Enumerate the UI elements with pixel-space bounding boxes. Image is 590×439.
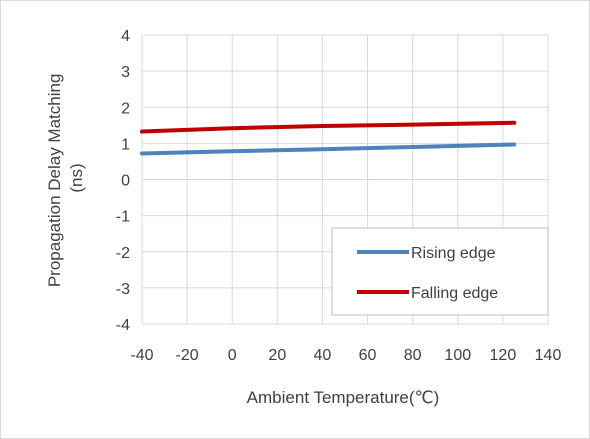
y-tick-label: 1 xyxy=(121,136,130,153)
x-tick-label: 100 xyxy=(444,347,471,364)
x-tick-label: 40 xyxy=(314,347,332,364)
y-tick-label: 3 xyxy=(121,64,130,81)
legend-label-rising-edge: Rising edge xyxy=(411,245,496,262)
x-tick-label: 20 xyxy=(268,347,286,364)
x-tick-label: -20 xyxy=(176,347,199,364)
tick-labels: -40 -20 0 20 40 60 80 100 120 140 4 3 2 1 0 -1 -2 -3 -4 xyxy=(116,28,562,364)
y-tick-label: -1 xyxy=(116,209,130,226)
legend-label-falling-edge: Falling edge xyxy=(411,285,498,302)
y-axis-title: Propagation Delay Matching (ns) xyxy=(45,69,86,287)
series-line-falling-edge xyxy=(140,120,517,134)
legend-box xyxy=(331,227,549,316)
series-lines xyxy=(140,120,517,156)
x-tick-label: -40 xyxy=(130,347,153,364)
y-tick-label: -4 xyxy=(116,317,130,334)
legend: Rising edge Falling edge xyxy=(331,227,549,316)
y-tick-label: -3 xyxy=(116,281,130,298)
y-tick-label: 4 xyxy=(121,28,130,45)
y-axis-title-line-2: (ns) xyxy=(67,163,86,192)
series-line-rising-edge xyxy=(140,142,517,156)
y-tick-label: 0 xyxy=(121,173,130,190)
x-axis-title: Ambient Temperature(℃) xyxy=(247,388,440,407)
y-tick-label: -2 xyxy=(116,245,130,262)
y-axis-title-line-1: Propagation Delay Matching xyxy=(45,74,64,288)
x-tick-label: 0 xyxy=(228,347,237,364)
x-tick-label: 140 xyxy=(535,347,562,364)
x-tick-label: 80 xyxy=(404,347,422,364)
x-tick-label: 60 xyxy=(359,347,377,364)
x-tick-label: 120 xyxy=(490,347,517,364)
y-tick-label: 2 xyxy=(121,100,130,117)
